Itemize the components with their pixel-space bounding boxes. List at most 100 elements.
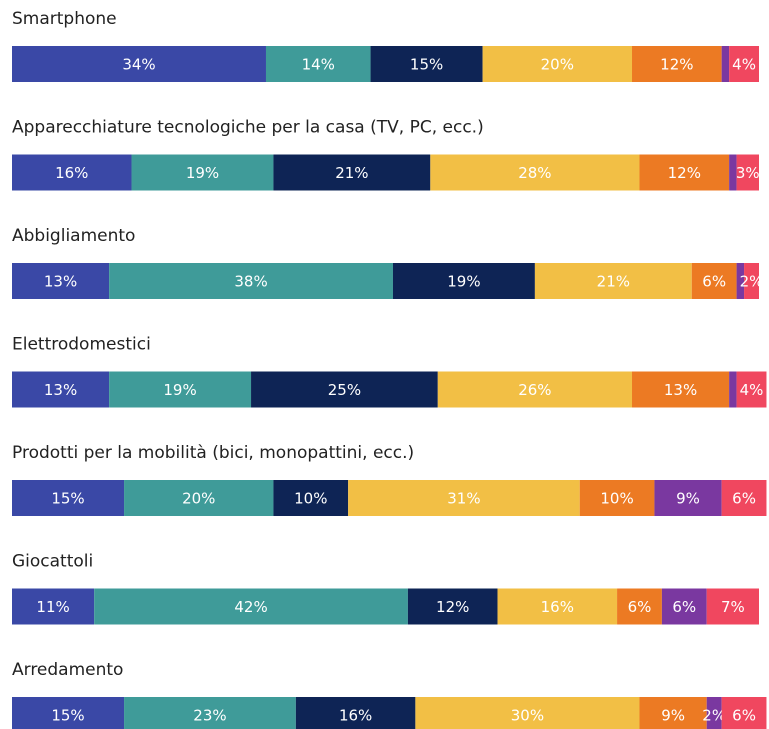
value-label: 15% (410, 56, 443, 74)
value-label: 10% (600, 490, 633, 508)
bar-segment (721, 480, 767, 516)
value-label: 30% (511, 707, 544, 725)
value-label: 16% (339, 707, 372, 725)
bar-segment (744, 263, 759, 299)
bar-segment (12, 697, 125, 729)
bar-segment (721, 46, 730, 82)
bar-segment (124, 480, 274, 516)
value-label: 3% (736, 164, 760, 182)
bar-segment (654, 480, 722, 516)
value-label: 9% (661, 707, 685, 725)
value-label: 6% (732, 490, 756, 508)
value-label: 6% (628, 598, 652, 616)
bar-segment (124, 697, 296, 729)
bar-segment (736, 263, 745, 299)
bar-segment (94, 588, 408, 625)
value-label: 16% (55, 164, 88, 182)
bar-segment (273, 480, 349, 516)
bar-segment (639, 154, 730, 191)
value-label: 2% (740, 273, 764, 291)
bar-segment (12, 46, 266, 82)
bar-segment (736, 371, 767, 408)
bar-segment (497, 588, 618, 625)
value-label: 12% (436, 598, 469, 616)
value-label: 12% (660, 56, 693, 74)
value-label: 4% (740, 381, 764, 399)
value-label: 13% (44, 273, 77, 291)
bar-segment (12, 263, 110, 299)
bar-segment (579, 480, 655, 516)
bar-segment (706, 697, 722, 729)
category-label: Abbigliamento (12, 226, 135, 246)
bar-segment (265, 46, 371, 82)
category-label: Giocattoli (12, 552, 93, 572)
bar-segment (534, 263, 692, 299)
value-label: 21% (335, 164, 368, 182)
value-label: 6% (732, 707, 756, 725)
value-label: 13% (44, 381, 77, 399)
bar-segment (295, 697, 416, 729)
value-label: 9% (676, 490, 700, 508)
value-label: 15% (51, 707, 84, 725)
value-label: 12% (668, 164, 701, 182)
bar-segment (12, 480, 125, 516)
value-label: 20% (182, 490, 215, 508)
value-label: 10% (294, 490, 327, 508)
category-label: Elettrodomestici (12, 335, 151, 355)
value-label: 6% (672, 598, 696, 616)
bar-segment (729, 46, 759, 82)
bar-segment (639, 697, 707, 729)
bar-segment (691, 263, 737, 299)
value-label: 15% (51, 490, 84, 508)
bar-segment (437, 371, 633, 408)
bar-segment (348, 480, 580, 516)
value-label: 28% (518, 164, 551, 182)
value-label: 38% (234, 273, 267, 291)
bar-segment (12, 371, 110, 408)
value-label: 16% (541, 598, 574, 616)
bar-segment (617, 588, 662, 625)
value-label: 31% (447, 490, 480, 508)
bar-segment (12, 588, 95, 625)
category-label: Smartphone (12, 9, 117, 29)
value-label: 7% (721, 598, 745, 616)
value-label: 42% (234, 598, 267, 616)
value-label: 6% (702, 273, 726, 291)
value-label: 2% (702, 707, 726, 725)
category-label: Apparecchiature tecnologiche per la casa… (12, 118, 484, 138)
value-label: 14% (302, 56, 335, 74)
value-label: 13% (664, 381, 697, 399)
value-label: 19% (163, 381, 196, 399)
bar-segment (632, 371, 730, 408)
value-label: 26% (518, 381, 551, 399)
category-label: Prodotti per la mobilità (bici, monopatt… (12, 443, 414, 463)
value-label: 23% (193, 707, 226, 725)
bar-segment (109, 371, 252, 408)
bar-segment (632, 46, 722, 82)
bar-segment (251, 371, 438, 408)
bar-segment (736, 154, 759, 191)
bar-segment (370, 46, 483, 82)
bar-segment (661, 588, 707, 625)
value-label: 20% (541, 56, 574, 74)
bar-segment (706, 588, 759, 625)
bar-segment (131, 154, 274, 191)
value-label: 11% (36, 598, 69, 616)
bar-segment (273, 154, 431, 191)
bar-segment (729, 154, 737, 191)
bar-segment (415, 697, 640, 729)
value-label: 19% (447, 273, 480, 291)
value-label: 34% (122, 56, 155, 74)
value-label: 25% (328, 381, 361, 399)
category-label: Arredamento (12, 660, 123, 680)
bar-segment (407, 588, 498, 625)
bar-segment (392, 263, 535, 299)
bar-segment (109, 263, 393, 299)
bar-segment (729, 371, 737, 408)
value-label: 4% (732, 56, 756, 74)
value-label: 21% (597, 273, 630, 291)
bar-segment (430, 154, 640, 191)
bar-segment (482, 46, 633, 82)
